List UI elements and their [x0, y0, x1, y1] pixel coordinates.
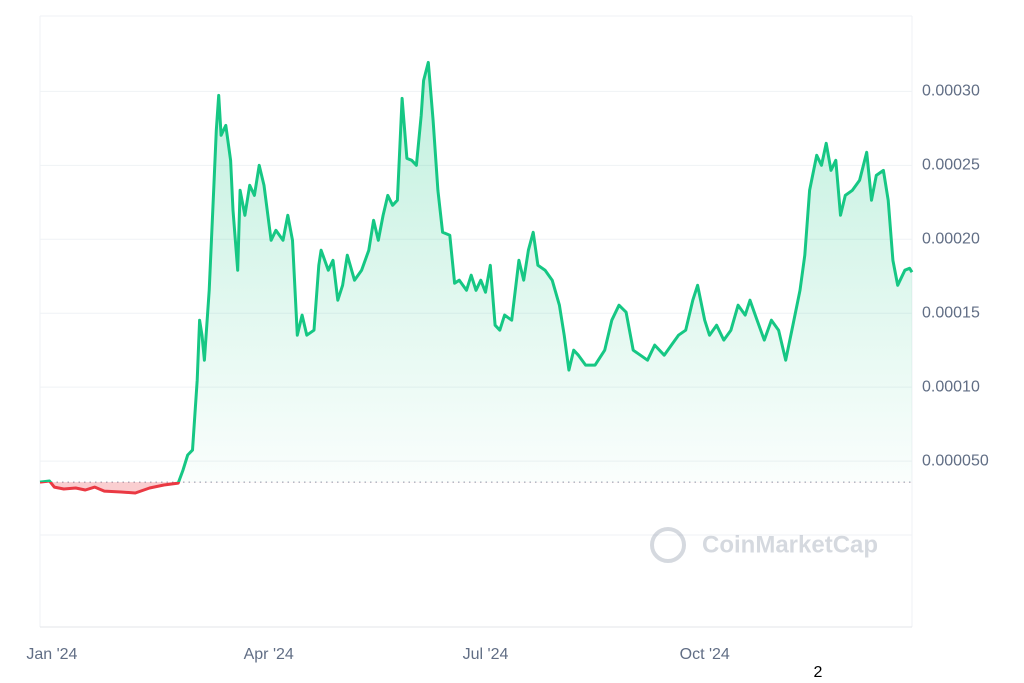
y-tick-label: 0.00015: [922, 304, 980, 321]
watermark-text: CoinMarketCap: [702, 531, 878, 558]
x-tick-label: Oct '24: [680, 646, 730, 663]
y-tick-label: 0.00025: [922, 157, 980, 174]
price-line: [39, 60, 914, 495]
x-tick-label: Jul '24: [463, 646, 509, 663]
footnote: 2: [814, 664, 823, 681]
price-area: [40, 62, 912, 494]
y-tick-label: 0.00010: [922, 378, 980, 395]
x-tick-label: Jan '24: [26, 646, 77, 663]
y-tick-label: 0.00020: [922, 230, 980, 247]
y-tick-label: 0.00030: [922, 83, 980, 100]
y-tick-label: 0.000050: [922, 452, 989, 469]
x-tick-label: Apr '24: [244, 646, 294, 663]
watermark: CoinMarketCap: [650, 527, 878, 563]
